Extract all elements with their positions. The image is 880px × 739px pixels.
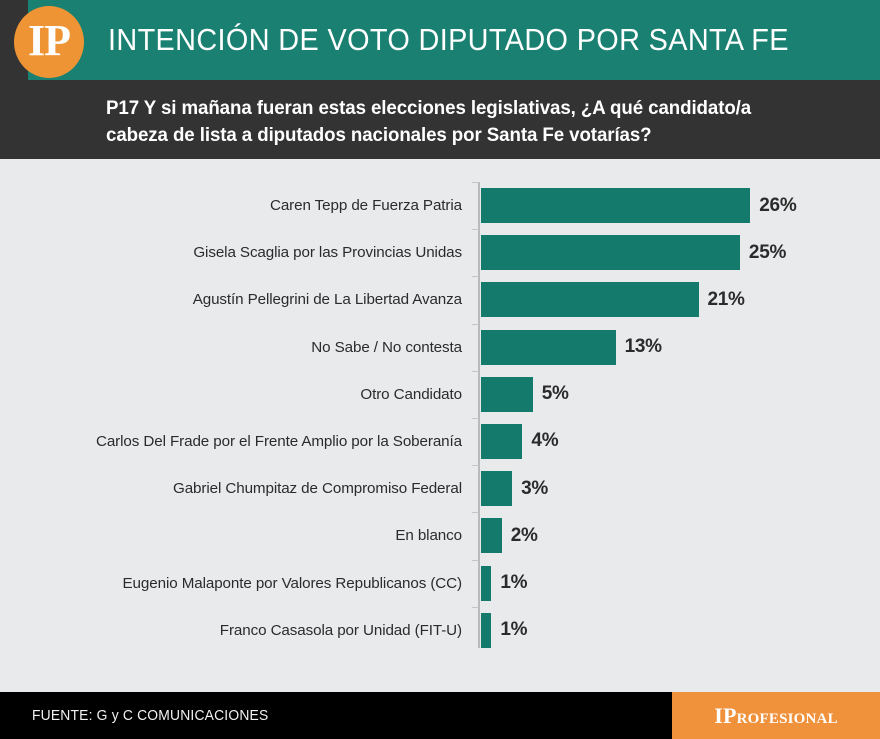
bar — [481, 423, 523, 459]
source-credit: FUENTE: G y C COMUNICACIONES — [32, 707, 269, 724]
bar-rows: Caren Tepp de Fuerza Patria 26% Gisela Sca… — [0, 182, 880, 654]
bar-value-label: 26% — [759, 194, 797, 216]
bar-category-label: Agustín Pellegrini de La Libertad Avanza — [192, 291, 462, 309]
bar-row: Gabriel Chumpitaz de Compromiso Federal 3… — [0, 465, 880, 512]
bar-row: Gisela Scaglia por las Provincias Unidas… — [0, 229, 880, 276]
bar — [481, 188, 751, 223]
axis-tick — [472, 182, 479, 183]
subtitle-band — [0, 80, 880, 159]
bar — [481, 612, 492, 648]
bar-row: Otro Candidato 5% — [0, 370, 880, 418]
bar-and-value: 3% — [481, 471, 548, 507]
bar-row: No Sabe / No contesta 13% — [0, 323, 880, 371]
bar — [481, 235, 740, 271]
bar-value-label: 1% — [500, 619, 528, 641]
bar-category-label: En blanco — [395, 527, 462, 545]
axis-tick — [472, 370, 479, 372]
axis-tick — [472, 229, 479, 231]
bar-and-value: 13% — [481, 329, 662, 365]
bar — [481, 282, 699, 318]
axis-tick — [472, 276, 479, 278]
footer-brand-badge: IProfesional — [672, 692, 880, 739]
bar-value-label: 25% — [748, 241, 787, 263]
bar-and-value: 2% — [481, 518, 538, 554]
header-band — [0, 0, 880, 80]
axis-tick — [472, 606, 479, 608]
bar-value-label: 2% — [510, 524, 538, 546]
iprofesional-logo: IP — [14, 6, 84, 78]
axis-tick — [472, 417, 479, 419]
bar-category-label: Gisela Scaglia por las Provincias Unidas — [193, 244, 462, 262]
brand-name: IProfesional — [714, 702, 838, 728]
bar-value-label: 13% — [624, 336, 662, 358]
bar-row: Franco Casasola por Unidad (FIT-U) 1% — [0, 606, 880, 654]
bar-row: En blanco 2% — [0, 512, 880, 559]
bar-category-label: Otro Candidato — [360, 385, 462, 403]
bar-and-value: 21% — [481, 282, 745, 318]
value-axis-line — [478, 182, 480, 648]
bar-row: Caren Tepp de Fuerza Patria 26% — [0, 182, 880, 229]
bar-and-value: 5% — [481, 376, 569, 412]
page-title: INTENCIÓN DE VOTO DIPUTADO POR SANTA FE — [108, 22, 789, 57]
bar-value-label: 3% — [521, 477, 548, 499]
bar — [481, 565, 492, 601]
question-text: P17 Y si mañana fueran estas elecciones … — [106, 97, 752, 146]
bar — [481, 518, 502, 554]
bar-category-label: No Sabe / No contesta — [311, 338, 462, 356]
bar-and-value: 1% — [481, 565, 528, 601]
bar-and-value: 25% — [481, 235, 787, 271]
axis-tick — [472, 465, 479, 467]
bar-category-label: Carlos Del Frade por el Frente Amplio po… — [95, 433, 462, 451]
bar — [481, 376, 533, 412]
bar-and-value: 4% — [481, 423, 559, 459]
bar-category-label: Gabriel Chumpitaz de Compromiso Federal — [172, 480, 462, 498]
axis-tick — [472, 512, 479, 514]
bar-row: Eugenio Malaponte por Valores Republican… — [0, 559, 880, 607]
axis-tick — [472, 323, 479, 325]
bar-category-label: Eugenio Malaponte por Valores Republican… — [122, 574, 463, 592]
bar-row: Carlos Del Frade por el Frente Amplio po… — [0, 417, 880, 465]
bar — [481, 329, 616, 365]
bar-value-label: 4% — [531, 430, 559, 452]
bar-row: Agustín Pellegrini de La Libertad Avanza… — [0, 276, 880, 323]
logo-initials: IP — [28, 16, 71, 65]
bar-and-value: 1% — [481, 612, 528, 648]
axis-tick — [472, 559, 479, 561]
bar-category-label: Caren Tepp de Fuerza Patria — [269, 197, 462, 215]
bar-value-label: 1% — [500, 572, 528, 593]
bar-value-label: 5% — [541, 383, 569, 405]
bar-category-label: Franco Casasola por Unidad (FIT-U) — [219, 621, 462, 639]
bar — [481, 471, 513, 507]
bar-value-label: 21% — [707, 288, 745, 310]
bar-and-value: 26% — [481, 188, 797, 223]
chart-area: Caren Tepp de Fuerza Patria 26% Gisela Sca… — [0, 160, 880, 685]
